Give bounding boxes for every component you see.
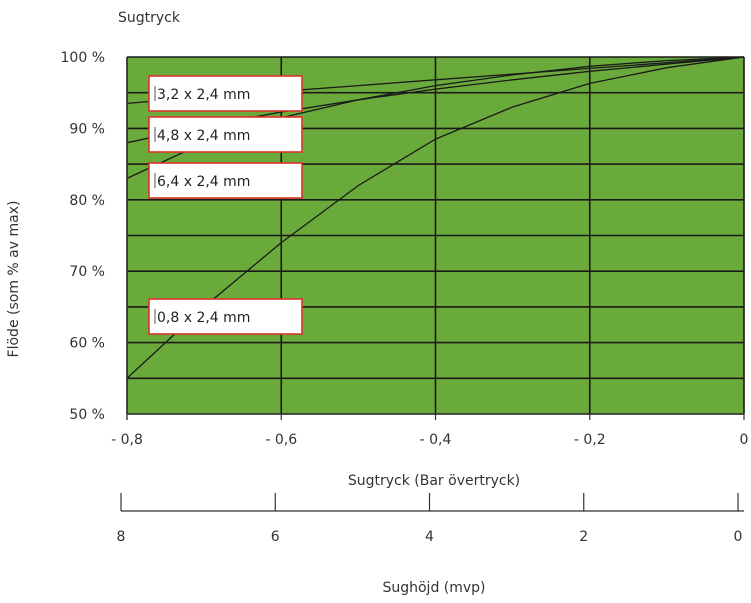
secondary-tick-label: 0: [734, 529, 743, 545]
x-tick-label: - 0,2: [574, 432, 606, 448]
annotation-box: [148, 116, 303, 153]
secondary-tick-label: 4: [425, 529, 434, 545]
x-tick-label: 0: [740, 432, 749, 448]
secondary-axis-title: Sughöjd (mvp): [382, 580, 485, 596]
y-axis-title: Flöde (som % av max): [6, 201, 22, 358]
annotation-label: 3,2 x 2,4 mm: [157, 87, 250, 103]
y-tick-label: 60 %: [69, 336, 105, 352]
annotation-box: [148, 75, 303, 112]
y-tick-labels: 50 % 60 % 70 % 80 % 90 % 100 %: [61, 50, 105, 423]
secondary-tick-label: 8: [117, 529, 126, 545]
annotation-label: 6,4 x 2,4 mm: [157, 174, 250, 190]
y-tick-label: 80 %: [69, 193, 105, 209]
x-tick-labels: - 0,8 - 0,6 - 0,4 - 0,2 0: [111, 414, 748, 448]
annotation-label: 0,8 x 2,4 mm: [157, 310, 250, 326]
y-tick-label: 70 %: [69, 264, 105, 280]
x-tick-label: - 0,8: [111, 432, 143, 448]
chart-title: Sugtryck: [118, 10, 181, 26]
annotation-label: 4,8 x 2,4 mm: [157, 128, 250, 144]
y-tick-label: 50 %: [69, 407, 105, 423]
secondary-axis: 8 6 4 2 0: [117, 493, 744, 545]
secondary-tick-label: 2: [579, 529, 588, 545]
annotation-box: [148, 298, 303, 335]
y-tick-label: 90 %: [69, 121, 105, 137]
series-annotations: 3,2 x 2,4 mm 4,8 x 2,4 mm 6,4 x 2,4 mm 0,8 …: [148, 75, 303, 335]
annotation-box: [148, 162, 303, 199]
series-line-3: [126, 56, 745, 379]
secondary-tick-label: 6: [271, 529, 280, 545]
y-tick-label: 100 %: [61, 50, 105, 66]
x-tick-label: - 0,4: [420, 432, 452, 448]
x-tick-label: - 0,6: [265, 432, 297, 448]
x-axis-title: Sugtryck (Bar övertryck): [348, 473, 520, 489]
